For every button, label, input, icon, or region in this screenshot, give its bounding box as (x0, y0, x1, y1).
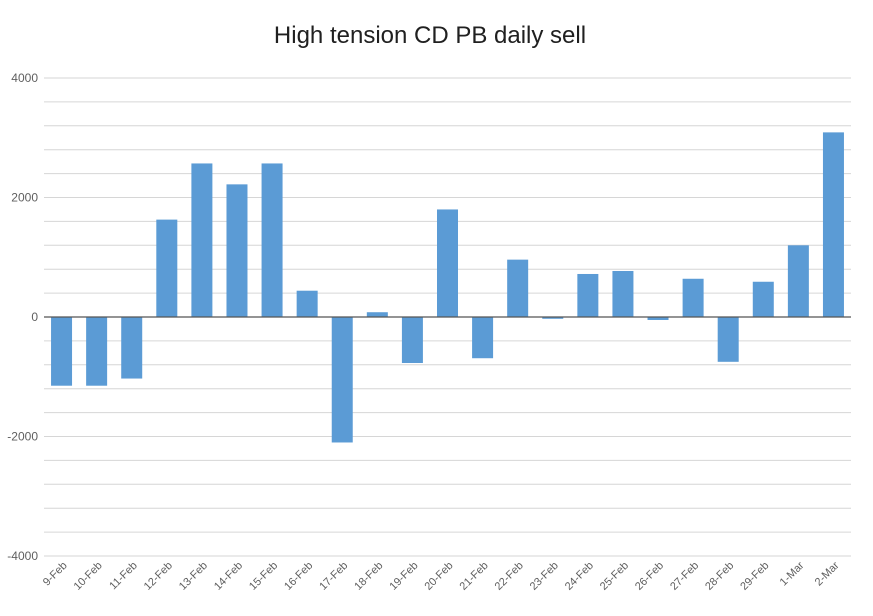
x-tick-label: 9-Feb (41, 560, 70, 589)
y-tick-label: -4000 (7, 549, 38, 563)
bar-25-Feb (612, 270, 634, 317)
x-tick-label: 29-Feb (738, 560, 771, 593)
x-tick-label: 21-Feb (458, 560, 491, 593)
x-tick-label: 28-Feb (703, 560, 736, 593)
x-tick-label: 17-Feb (317, 560, 350, 593)
bar-18-Feb (366, 312, 388, 317)
x-tick-label: 13-Feb (177, 560, 210, 593)
x-tick-label: 11-Feb (107, 560, 140, 593)
bar-12-Feb (156, 219, 178, 317)
x-tick-label: 25-Feb (598, 560, 631, 593)
bar-20-Feb (437, 209, 458, 317)
bar-22-Feb (507, 259, 529, 317)
bar-11-Feb (121, 317, 143, 379)
bar-19-Feb (401, 317, 423, 364)
bar-21-Feb (472, 317, 494, 359)
x-tick-label: 12-Feb (142, 560, 175, 593)
bar-26-Feb (647, 317, 669, 320)
x-tick-label: 14-Feb (212, 560, 245, 593)
bars (51, 132, 844, 443)
bar-28-Feb (717, 317, 739, 362)
bar-13-Feb (191, 163, 213, 317)
x-tick-label: 26-Feb (633, 560, 666, 593)
bar-14-Feb (226, 184, 248, 317)
x-tick-label: 20-Feb (422, 560, 455, 593)
x-tick-label: 2-Mar (813, 559, 842, 588)
x-axis-ticks: 9-Feb 10-Feb 11-Feb 12-Feb 13-Feb 14-Feb 15-Fe… (41, 559, 842, 592)
y-axis-ticks: 4000 2000 0 -2000 -4000 (7, 71, 38, 563)
y-tick-label: 4000 (11, 71, 38, 85)
chart-title: High tension CD PB daily sell (274, 22, 586, 49)
y-tick-label: 0 (31, 310, 38, 324)
bar-23-Feb (542, 317, 564, 319)
x-tick-label: 16-Feb (282, 560, 315, 593)
x-tick-label: 15-Feb (247, 560, 280, 593)
x-tick-label: 1-Mar (778, 559, 807, 588)
bar-16-Feb (296, 290, 318, 317)
bar-24-Feb (577, 273, 599, 317)
y-tick-label: -2000 (7, 430, 38, 444)
x-tick-label: 23-Feb (528, 560, 561, 593)
bar-2-Mar (822, 132, 844, 317)
bar-1-Mar (787, 245, 809, 317)
bar-10-Feb (86, 317, 108, 386)
x-tick-label: 22-Feb (493, 560, 526, 593)
y-tick-label: 2000 (11, 191, 38, 205)
x-tick-label: 18-Feb (352, 560, 385, 593)
bar-15-Feb (261, 163, 283, 317)
bar-17-Feb (331, 317, 353, 443)
bar-9-Feb (51, 317, 73, 386)
x-tick-label: 19-Feb (387, 560, 420, 593)
bar-27-Feb (682, 278, 704, 317)
x-tick-label: 10-Feb (72, 560, 105, 593)
bar-29-Feb (752, 281, 774, 317)
x-tick-label: 27-Feb (668, 560, 701, 593)
x-tick-label: 24-Feb (563, 560, 596, 593)
